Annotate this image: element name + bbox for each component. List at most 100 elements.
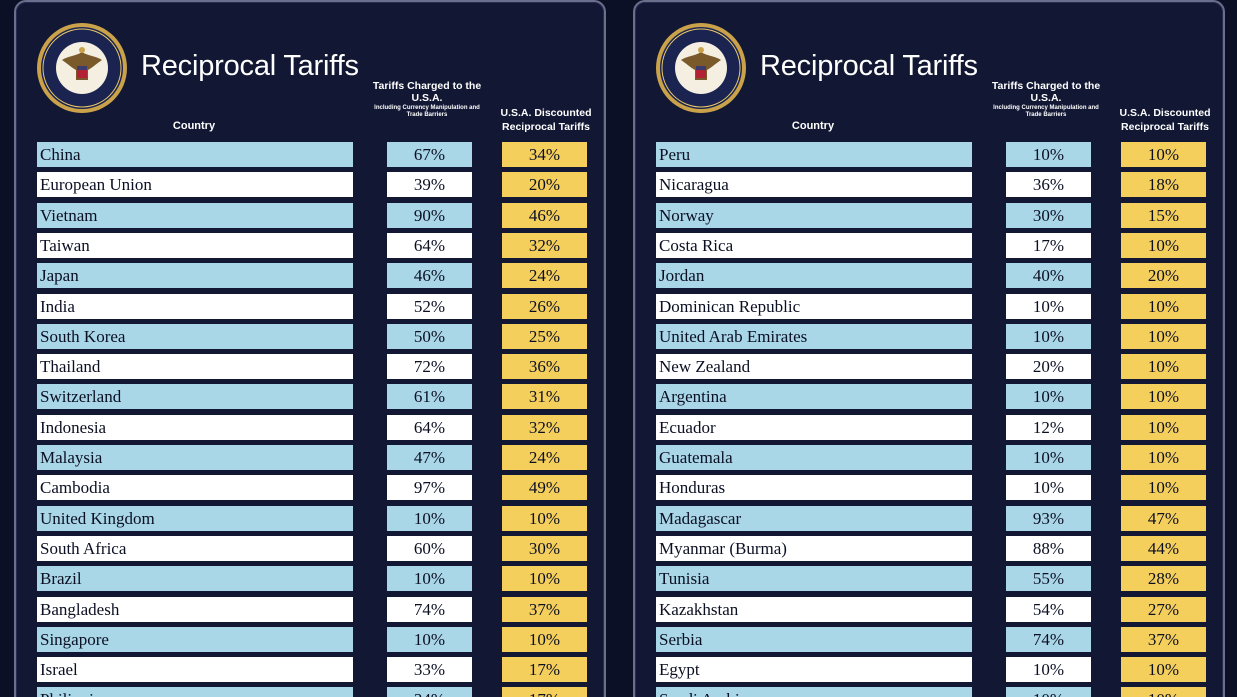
country-cell: Ecuador [656, 414, 972, 440]
header-discounted: U.S.A. Discounted Reciprocal Tariffs [1119, 107, 1211, 133]
country-cell: Peru [656, 142, 972, 167]
table-row: Nicaragua 36% 18% [635, 172, 1223, 198]
table-row: China 67% 34% [16, 142, 604, 167]
table-row: Serbia 74% 37% [635, 626, 1223, 652]
presidential-seal-icon [37, 23, 127, 113]
tariff-charged-cell: 33% [387, 657, 472, 683]
country-cell: Japan [37, 263, 353, 289]
tariff-charged-cell: 10% [1006, 687, 1091, 697]
tariff-charged-cell: 17% [1006, 232, 1091, 258]
discounted-tariff-cell: 34% [502, 142, 587, 167]
country-cell: Nicaragua [656, 172, 972, 198]
discounted-tariff-cell: 27% [1121, 596, 1206, 622]
country-cell: Israel [37, 657, 353, 683]
tariff-charged-cell: 10% [1006, 142, 1091, 167]
header-tariffs-charged-label: Tariffs Charged to the U.S.A. [372, 80, 482, 104]
table-row: Peru 10% 10% [635, 142, 1223, 167]
table-row: Taiwan 64% 32% [16, 232, 604, 258]
country-cell: Norway [656, 202, 972, 228]
tariff-charged-cell: 10% [1006, 475, 1091, 501]
tariff-charged-cell: 46% [387, 263, 472, 289]
discounted-tariff-cell: 44% [1121, 535, 1206, 561]
header-tariffs-charged: Tariffs Charged to the U.S.A. Including … [990, 80, 1102, 119]
tariff-charged-cell: 10% [1006, 657, 1091, 683]
tariff-charged-cell: 54% [1006, 596, 1091, 622]
tariff-charged-cell: 30% [1006, 202, 1091, 228]
discounted-tariff-cell: 26% [502, 293, 587, 319]
country-cell: New Zealand [656, 354, 972, 380]
header-tariffs-charged-label: Tariffs Charged to the U.S.A. [991, 80, 1101, 104]
header-tariffs-charged-sub: Including Currency Manipulation and Trad… [993, 105, 1099, 118]
table-row: Saudi Arabia 10% 10% [635, 687, 1223, 697]
table-row: Myanmar (Burma) 88% 44% [635, 535, 1223, 561]
table-row: Argentina 10% 10% [635, 384, 1223, 410]
discounted-tariff-cell: 20% [1121, 263, 1206, 289]
tariff-charged-cell: 10% [1006, 293, 1091, 319]
discounted-tariff-cell: 36% [502, 354, 587, 380]
discounted-tariff-cell: 17% [502, 657, 587, 683]
country-cell: Argentina [656, 384, 972, 410]
discounted-tariff-cell: 46% [502, 202, 587, 228]
table-row: Kazakhstan 54% 27% [635, 596, 1223, 622]
tariff-panel-right: Reciprocal Tariffs Country Tariffs Charg… [633, 0, 1225, 697]
tariff-charged-cell: 10% [1006, 323, 1091, 349]
country-cell: Cambodia [37, 475, 353, 501]
discounted-tariff-cell: 28% [1121, 566, 1206, 592]
header-tariffs-charged: Tariffs Charged to the U.S.A. Including … [371, 80, 483, 119]
discounted-tariff-cell: 15% [1121, 202, 1206, 228]
discounted-tariff-cell: 10% [1121, 142, 1206, 167]
tariff-charged-cell: 20% [1006, 354, 1091, 380]
table-row: Egypt 10% 10% [635, 657, 1223, 683]
tariff-charged-cell: 36% [1006, 172, 1091, 198]
discounted-tariff-cell: 10% [1121, 414, 1206, 440]
country-cell: Taiwan [37, 232, 353, 258]
header-country: Country [791, 120, 835, 132]
country-cell: Myanmar (Burma) [656, 535, 972, 561]
country-cell: South Korea [37, 323, 353, 349]
table-row: United Kingdom 10% 10% [16, 505, 604, 531]
discounted-tariff-cell: 10% [502, 505, 587, 531]
tariff-charged-cell: 88% [1006, 535, 1091, 561]
country-cell: Honduras [656, 475, 972, 501]
tariff-charged-cell: 55% [1006, 566, 1091, 592]
discounted-tariff-cell: 10% [1121, 475, 1206, 501]
table-row: Costa Rica 17% 10% [635, 232, 1223, 258]
tariff-charged-cell: 12% [1006, 414, 1091, 440]
tariff-charged-cell: 64% [387, 414, 472, 440]
tariff-charged-cell: 90% [387, 202, 472, 228]
discounted-tariff-cell: 32% [502, 414, 587, 440]
table-row: Israel 33% 17% [16, 657, 604, 683]
discounted-tariff-cell: 49% [502, 475, 587, 501]
discounted-tariff-cell: 10% [1121, 323, 1206, 349]
country-cell: United Arab Emirates [656, 323, 972, 349]
country-cell: Vietnam [37, 202, 353, 228]
country-cell: Thailand [37, 354, 353, 380]
tariff-charged-cell: 60% [387, 535, 472, 561]
discounted-tariff-cell: 47% [1121, 505, 1206, 531]
table-row: Ecuador 12% 10% [635, 414, 1223, 440]
tariff-charged-cell: 47% [387, 445, 472, 470]
country-cell: Brazil [37, 566, 353, 592]
discounted-tariff-cell: 25% [502, 323, 587, 349]
tariff-charged-cell: 72% [387, 354, 472, 380]
country-cell: Kazakhstan [656, 596, 972, 622]
table-row: Bangladesh 74% 37% [16, 596, 604, 622]
discounted-tariff-cell: 10% [1121, 657, 1206, 683]
discounted-tariff-cell: 17% [502, 687, 587, 697]
discounted-tariff-cell: 10% [1121, 687, 1206, 697]
country-cell: Indonesia [37, 414, 353, 440]
country-cell: Bangladesh [37, 596, 353, 622]
discounted-tariff-cell: 10% [1121, 384, 1206, 410]
country-cell: China [37, 142, 353, 167]
table-row: Thailand 72% 36% [16, 354, 604, 380]
discounted-tariff-cell: 30% [502, 535, 587, 561]
tariff-charged-cell: 52% [387, 293, 472, 319]
country-cell: United Kingdom [37, 505, 353, 531]
tariff-charged-cell: 34% [387, 687, 472, 697]
discounted-tariff-cell: 10% [502, 566, 587, 592]
table-row: Tunisia 55% 28% [635, 566, 1223, 592]
tariff-charged-cell: 67% [387, 142, 472, 167]
discounted-tariff-cell: 24% [502, 445, 587, 470]
table-row: United Arab Emirates 10% 10% [635, 323, 1223, 349]
tariff-charged-cell: 40% [1006, 263, 1091, 289]
